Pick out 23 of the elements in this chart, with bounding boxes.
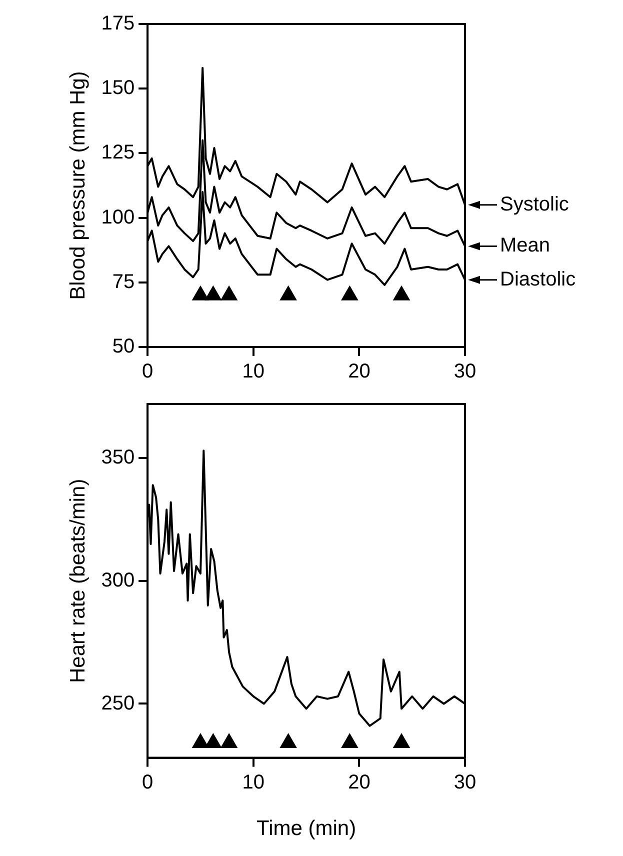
y-axis-title: Heart rate (beats/min) [66,478,90,684]
y-tick-label: 75 [112,270,135,293]
legend-label: Systolic [500,193,569,216]
x-tick-label: 0 [142,771,154,794]
legend-label: Diastolic [500,268,576,290]
y-tick-label: 175 [101,12,135,35]
y-axis-title: Blood pressure (mm Hg) [66,71,90,300]
y-tick-label: 50 [112,336,135,358]
y-tick-label: 300 [101,569,135,592]
y-tick-label: 150 [101,77,135,100]
y-tick-label: 250 [101,692,135,714]
y-tick-label: 350 [101,446,135,469]
x-tick-label: 30 [454,771,476,794]
x-tick-label: 10 [242,360,265,383]
x-tick-label: 20 [348,360,370,383]
y-tick-label: 100 [101,206,135,228]
x-tick-label: 10 [242,771,265,794]
x-tick-label: 30 [454,360,476,383]
legend-label: Mean [500,234,550,257]
x-axis-title: Time (min) [256,817,356,840]
y-tick-label: 125 [101,142,135,164]
x-tick-label: 20 [348,771,370,794]
x-tick-label: 0 [142,360,154,383]
